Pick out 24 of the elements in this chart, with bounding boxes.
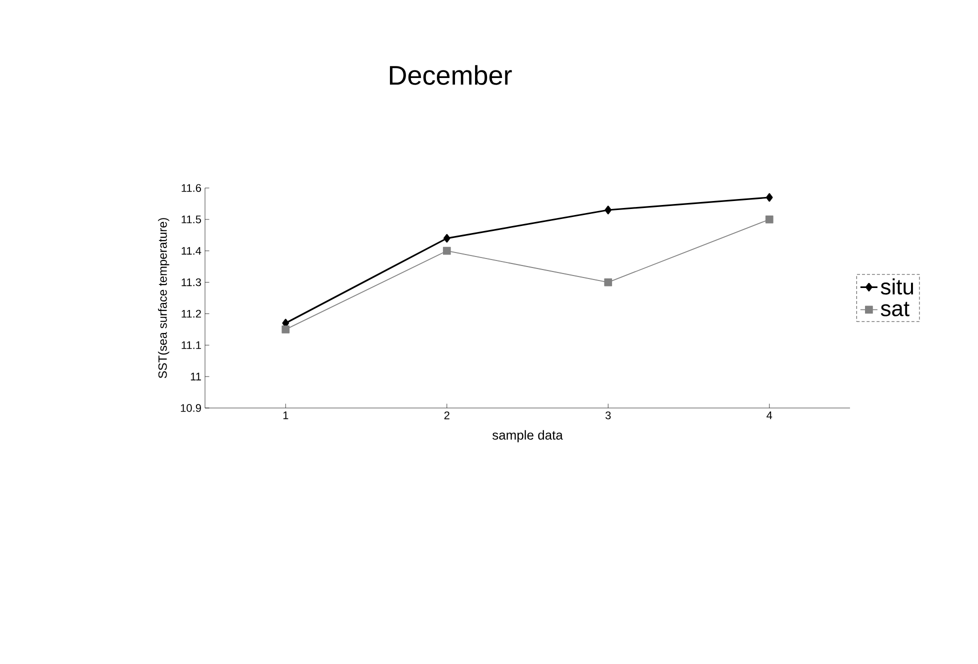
y-tick-label: 11 xyxy=(190,372,201,380)
y-tick-label: 11.1 xyxy=(182,341,201,349)
y-tick-label: 11.6 xyxy=(182,184,202,192)
point xyxy=(604,278,612,286)
chart-title: December xyxy=(390,65,512,85)
y-tick-label: 11.5 xyxy=(182,216,202,224)
point xyxy=(766,193,773,202)
point xyxy=(604,206,612,214)
y-tick-label: 11.3 xyxy=(182,278,202,286)
point xyxy=(282,325,290,334)
point xyxy=(443,234,450,243)
legend-label: sat xyxy=(880,302,910,316)
point xyxy=(442,246,451,255)
x-tick-label: 1 xyxy=(283,412,288,420)
legend-label: situ xyxy=(880,278,914,295)
point xyxy=(765,215,774,224)
x-tick-label: 2 xyxy=(444,412,450,420)
y-axis-title: SST(sea surface temperature) xyxy=(158,218,170,378)
y-tick-label: 10.9 xyxy=(180,404,201,412)
x-axis-title: sample data xyxy=(492,430,563,442)
x-tick-label: 4 xyxy=(766,412,772,420)
x-tick-label: 3 xyxy=(605,412,611,420)
y-tick-label: 11.4 xyxy=(182,247,202,255)
y-tick-label: 11.2 xyxy=(182,310,201,318)
